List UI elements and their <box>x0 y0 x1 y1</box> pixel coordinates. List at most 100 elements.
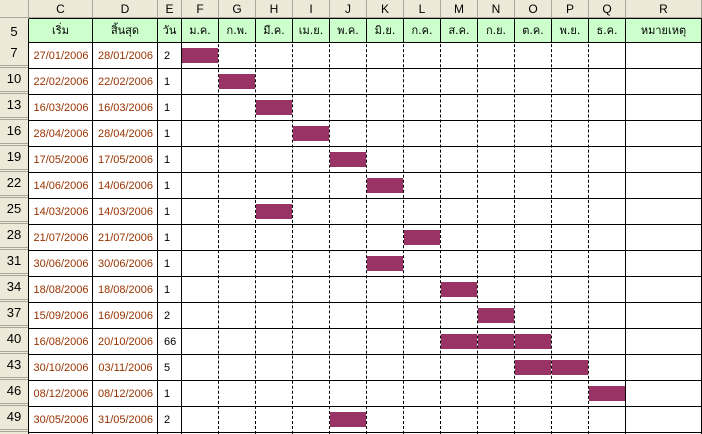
gantt-bar[interactable] <box>367 256 403 271</box>
column-header-q[interactable]: Q <box>589 0 626 18</box>
end-date-cell[interactable]: 28/04/2006 <box>97 128 154 140</box>
end-date-cell[interactable]: 08/12/2006 <box>97 388 154 400</box>
end-date-cell[interactable]: 22/02/2006 <box>97 76 154 88</box>
column-header-j[interactable]: J <box>330 0 367 18</box>
end-date-cell[interactable]: 14/03/2006 <box>97 206 154 218</box>
days-cell[interactable]: 1 <box>164 232 171 244</box>
column-header-l[interactable]: L <box>404 0 441 18</box>
row-number[interactable]: 5 <box>10 24 18 39</box>
days-cell[interactable]: 2 <box>164 310 171 322</box>
start-date-cell[interactable]: 30/06/2006 <box>33 258 89 270</box>
gantt-bar[interactable] <box>330 412 366 427</box>
row-number[interactable]: 28 <box>6 227 22 242</box>
end-date-cell[interactable]: 14/06/2006 <box>97 180 154 192</box>
column-header-i[interactable]: I <box>293 0 330 18</box>
gantt-bar[interactable] <box>367 178 403 193</box>
days-cell[interactable]: 1 <box>164 206 171 218</box>
days-cell[interactable]: 1 <box>164 284 171 296</box>
gantt-bar[interactable] <box>441 282 477 297</box>
end-date-cell[interactable]: 16/03/2006 <box>97 102 154 114</box>
end-date-cell[interactable]: 28/01/2006 <box>97 50 154 62</box>
row-number[interactable]: 22 <box>6 175 22 190</box>
gantt-bar[interactable] <box>404 230 440 245</box>
row-number[interactable]: 13 <box>6 97 22 112</box>
start-date-cell[interactable]: 30/10/2006 <box>33 362 89 374</box>
end-date-cell[interactable]: 18/08/2006 <box>97 284 154 296</box>
start-date-cell[interactable]: 16/08/2006 <box>33 336 89 348</box>
row-number[interactable]: 10 <box>6 71 22 86</box>
end-date-cell[interactable]: 20/10/2006 <box>97 336 154 348</box>
task-row: 19 17/05/2006 17/05/2006 1 <box>0 147 702 173</box>
end-date-cell[interactable]: 21/07/2006 <box>97 232 154 244</box>
row-number[interactable]: 25 <box>6 201 22 216</box>
hidden-rows-marker <box>0 325 28 328</box>
start-date-cell[interactable]: 28/04/2006 <box>33 128 89 140</box>
row-number[interactable]: 16 <box>6 123 22 138</box>
gantt-bar[interactable] <box>293 126 329 141</box>
column-header-n[interactable]: N <box>478 0 515 18</box>
column-header-k[interactable]: K <box>367 0 404 18</box>
gantt-bar[interactable] <box>478 308 514 323</box>
days-cell[interactable]: 1 <box>164 154 171 166</box>
column-header-d[interactable]: D <box>93 0 158 18</box>
start-date-cell[interactable]: 16/03/2006 <box>33 102 89 114</box>
gantt-bar[interactable] <box>515 334 551 349</box>
days-cell[interactable]: 2 <box>164 50 171 62</box>
start-date-cell[interactable]: 08/12/2006 <box>33 388 89 400</box>
column-header-r[interactable]: R <box>626 0 702 18</box>
column-header-p[interactable]: P <box>552 0 589 18</box>
row-number[interactable]: 43 <box>6 357 22 372</box>
column-header-e[interactable]: E <box>158 0 182 18</box>
column-header-h[interactable]: H <box>256 0 293 18</box>
row-number[interactable]: 34 <box>6 279 22 294</box>
days-cell[interactable]: 5 <box>164 362 171 374</box>
gantt-bar[interactable] <box>478 334 514 349</box>
end-date-cell[interactable]: 31/05/2006 <box>97 414 154 426</box>
row-number[interactable]: 46 <box>6 383 22 398</box>
start-date-cell[interactable]: 14/06/2006 <box>33 180 89 192</box>
start-date-cell[interactable]: 21/07/2006 <box>33 232 89 244</box>
end-date-cell[interactable]: 03/11/2006 <box>98 362 153 374</box>
start-date-cell[interactable]: 15/09/2006 <box>33 310 89 322</box>
end-date-cell[interactable]: 30/06/2006 <box>97 258 154 270</box>
column-header-f[interactable]: F <box>182 0 219 18</box>
row-number[interactable]: 19 <box>6 149 22 164</box>
column-header-c[interactable]: C <box>29 0 93 18</box>
days-cell[interactable]: 1 <box>164 128 171 140</box>
column-header-m[interactable]: M <box>441 0 478 18</box>
start-date-cell[interactable]: 22/02/2006 <box>33 76 89 88</box>
days-cell[interactable]: 1 <box>164 258 171 270</box>
gantt-bar[interactable] <box>330 152 366 167</box>
days-cell[interactable]: 1 <box>164 180 171 192</box>
days-cell[interactable]: 2 <box>164 414 171 426</box>
row-number[interactable]: 37 <box>6 305 22 320</box>
start-date-cell[interactable]: 14/03/2006 <box>33 206 89 218</box>
gantt-bar[interactable] <box>589 386 625 401</box>
select-all-corner[interactable] <box>0 0 29 18</box>
days-cell[interactable]: 66 <box>164 336 177 348</box>
start-date-cell[interactable]: 30/05/2006 <box>33 414 89 426</box>
end-date-cell[interactable]: 17/05/2006 <box>97 154 154 166</box>
row-number[interactable]: 49 <box>6 409 22 424</box>
gantt-bar[interactable] <box>441 334 477 349</box>
start-date-cell[interactable]: 17/05/2006 <box>33 154 89 166</box>
gantt-bar[interactable] <box>182 48 218 63</box>
gantt-bar[interactable] <box>256 204 292 219</box>
days-cell[interactable]: 1 <box>164 388 171 400</box>
row-number[interactable]: 7 <box>10 45 18 60</box>
end-date-cell[interactable]: 16/09/2006 <box>97 310 154 322</box>
days-cell[interactable]: 1 <box>164 76 171 88</box>
start-date-cell[interactable]: 18/08/2006 <box>33 284 89 296</box>
start-date-cell[interactable]: 27/01/2006 <box>33 50 89 62</box>
row-number[interactable]: 31 <box>6 253 22 268</box>
row-number[interactable]: 40 <box>6 331 22 346</box>
days-cell[interactable]: 1 <box>164 102 171 114</box>
column-header-g[interactable]: G <box>219 0 256 18</box>
gantt-bar[interactable] <box>552 360 588 375</box>
gantt-bar[interactable] <box>256 100 292 115</box>
gantt-bar[interactable] <box>515 360 551 375</box>
column-header-o[interactable]: O <box>515 0 552 18</box>
gantt-bar[interactable] <box>219 74 255 89</box>
row-divider <box>29 68 702 69</box>
